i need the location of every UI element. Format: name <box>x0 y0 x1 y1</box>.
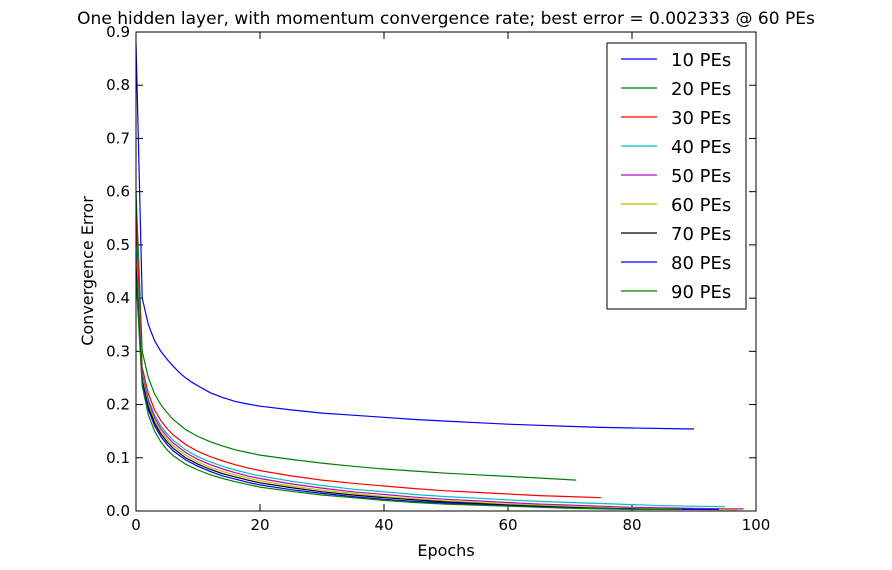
legend-label: 30 PEs <box>671 108 731 129</box>
y-tick-label: 0.5 <box>106 236 130 254</box>
y-tick-label: 0.7 <box>106 129 130 147</box>
legend: 10 PEs 20 PEs 30 PEs 40 PEs 50 PEs 60 PEs 70 P… <box>606 42 747 310</box>
x-axis-label: Epochs <box>417 541 474 560</box>
x-tick-label: 0 <box>131 516 141 534</box>
legend-label: 50 PEs <box>671 166 731 187</box>
series-line-2 <box>135 191 577 481</box>
x-tick-label: 40 <box>374 516 393 534</box>
y-tick-label: 0.8 <box>106 76 130 94</box>
y-tick-label: 0.3 <box>106 342 130 360</box>
legend-box <box>606 42 747 310</box>
series-lines <box>135 42 744 511</box>
x-tick-label: 80 <box>622 516 641 534</box>
x-tick-label: 100 <box>742 516 771 534</box>
legend-label: 60 PEs <box>671 195 731 216</box>
series-line-5 <box>135 255 744 510</box>
legend-label: 90 PEs <box>671 282 731 303</box>
y-axis-label: Convergence Error <box>78 196 97 346</box>
axis-ticks: 0 20 40 60 80 100 0.0 0.1 0.2 0.3 0.4 0.5 0.6 0.7 0.8 0… <box>106 23 770 534</box>
legend-label: 40 PEs <box>671 137 731 158</box>
series-line-1 <box>135 42 695 430</box>
legend-label: 80 PEs <box>671 253 731 274</box>
legend-label: 70 PEs <box>671 224 731 245</box>
y-tick-label: 0.2 <box>106 396 130 414</box>
x-tick-label: 60 <box>498 516 517 534</box>
series-line-4 <box>135 244 726 508</box>
plot-frame <box>135 31 757 512</box>
y-tick-label: 0.9 <box>106 23 130 41</box>
series-line-3 <box>135 218 602 499</box>
x-tick-label: 20 <box>250 516 269 534</box>
legend-label: 20 PEs <box>671 79 731 100</box>
series-line-9 <box>135 276 682 510</box>
series-line-6 <box>135 260 738 511</box>
chart-title: One hidden layer, with momentum converge… <box>77 9 815 29</box>
y-tick-label: 0.6 <box>106 183 130 201</box>
legend-label: 10 PEs <box>671 50 731 71</box>
y-tick-label: 0.1 <box>106 449 130 467</box>
y-tick-label: 0.0 <box>106 502 130 520</box>
y-tick-label: 0.4 <box>106 289 130 307</box>
